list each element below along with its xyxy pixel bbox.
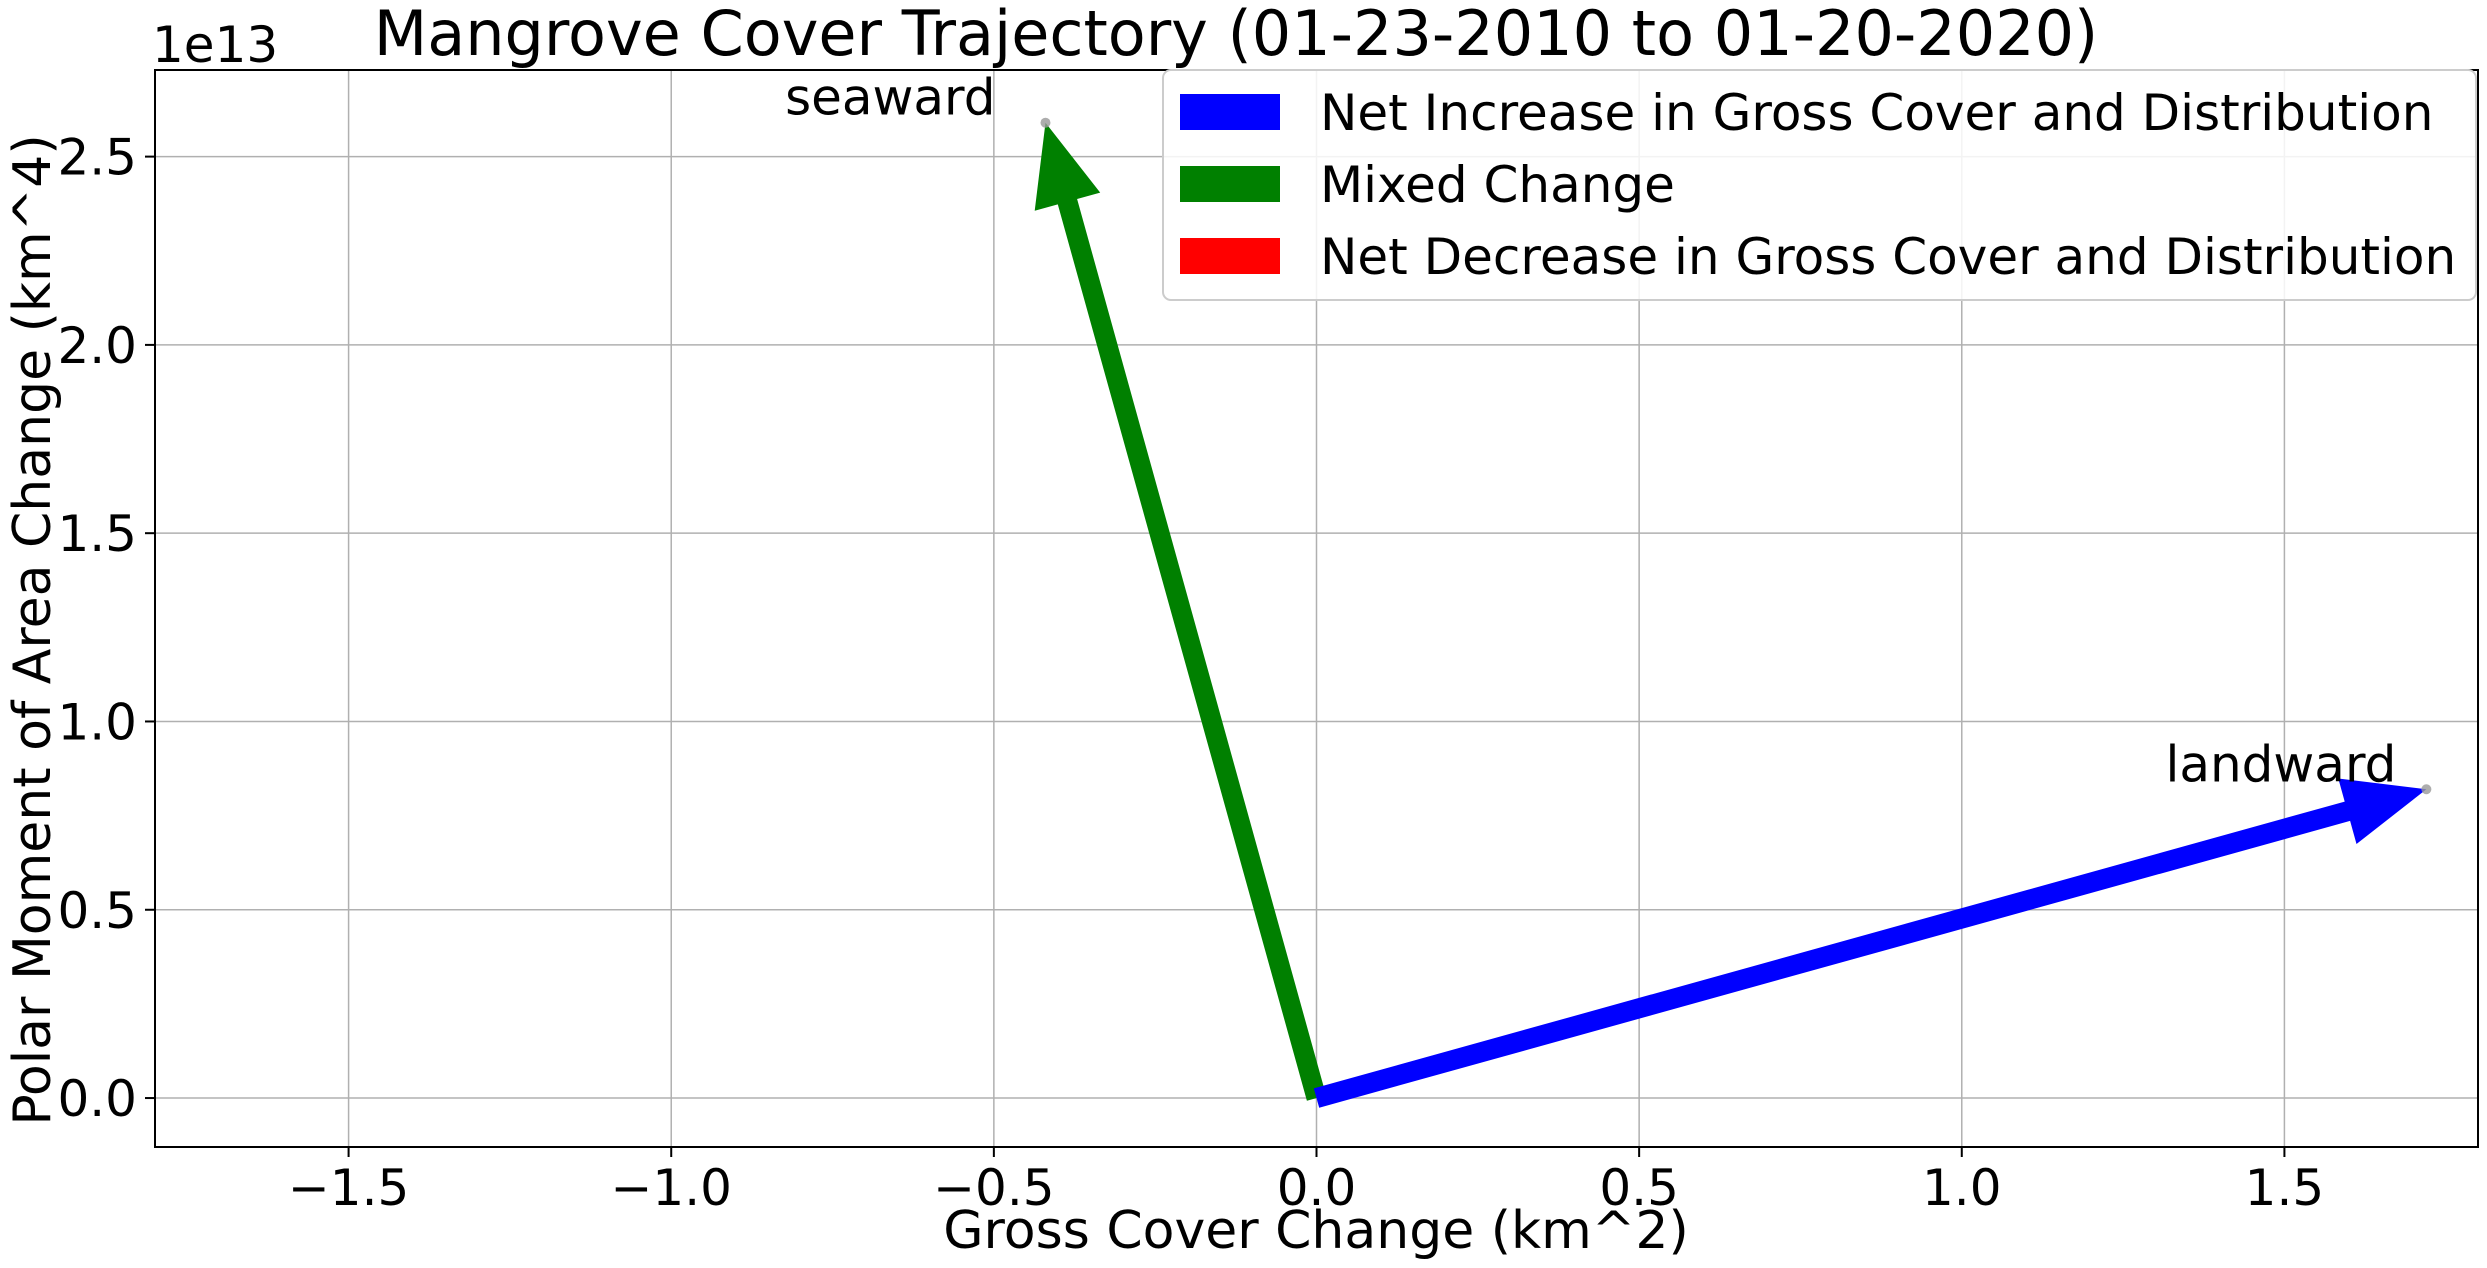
y-axis-title: Polar Moment of Area Change (km^4) [3,134,63,1125]
seaward-endpoint [1040,117,1051,128]
vector-annotations: seaward landward [785,69,2396,794]
seaward-label: seaward [785,69,995,127]
y-tick-label: 1.0 [57,693,137,751]
y-axis-offset-label: 1e13 [152,16,278,74]
legend-label: Mixed Change [1320,156,1675,214]
landward-arrow [1313,778,2427,1108]
x-axis-title: Gross Cover Change (km^2) [943,1201,1688,1261]
x-tick-label: 0.5 [1599,1159,1679,1217]
legend-box [1162,69,2477,301]
legend-label: Net Decrease in Gross Cover and Distribu… [1320,228,2456,286]
y-tick-label: 1.5 [57,505,137,563]
y-tick-label: 2.5 [57,129,137,187]
y-tick-label: 2.0 [57,317,137,375]
legend: Net Increase in Gross Cover and Distribu… [1162,69,2477,301]
x-tick-label: 1.5 [2245,1159,2325,1217]
y-tick-label: 0.5 [57,882,137,940]
legend-swatch [1180,166,1280,202]
legend-swatch [1180,238,1280,274]
legend-swatch [1180,94,1280,130]
landward-label: landward [2165,735,2396,793]
chart-title: Mangrove Cover Trajectory (01-23-2010 to… [374,0,2099,70]
x-axis-ticks: −1.5 −1.0 −0.5 0.0 0.5 1.0 1.5 [288,1147,2324,1217]
x-tick-label: −0.5 [933,1159,1054,1217]
trajectory-arrows [1034,117,2432,1108]
y-tick-label: 0.0 [57,1070,137,1128]
x-tick-label: 0.0 [1277,1159,1357,1217]
x-tick-label: 1.0 [1922,1159,2002,1217]
grid-lines [155,70,2478,1147]
legend-label: Net Increase in Gross Cover and Distribu… [1320,84,2433,142]
seaward-arrow [1034,122,1327,1101]
y-axis-ticks: 0.0 0.5 1.0 1.5 2.0 2.5 [57,129,155,1128]
x-tick-label: −1.0 [611,1159,732,1217]
landward-endpoint [2421,784,2432,795]
x-tick-label: −1.5 [288,1159,409,1217]
